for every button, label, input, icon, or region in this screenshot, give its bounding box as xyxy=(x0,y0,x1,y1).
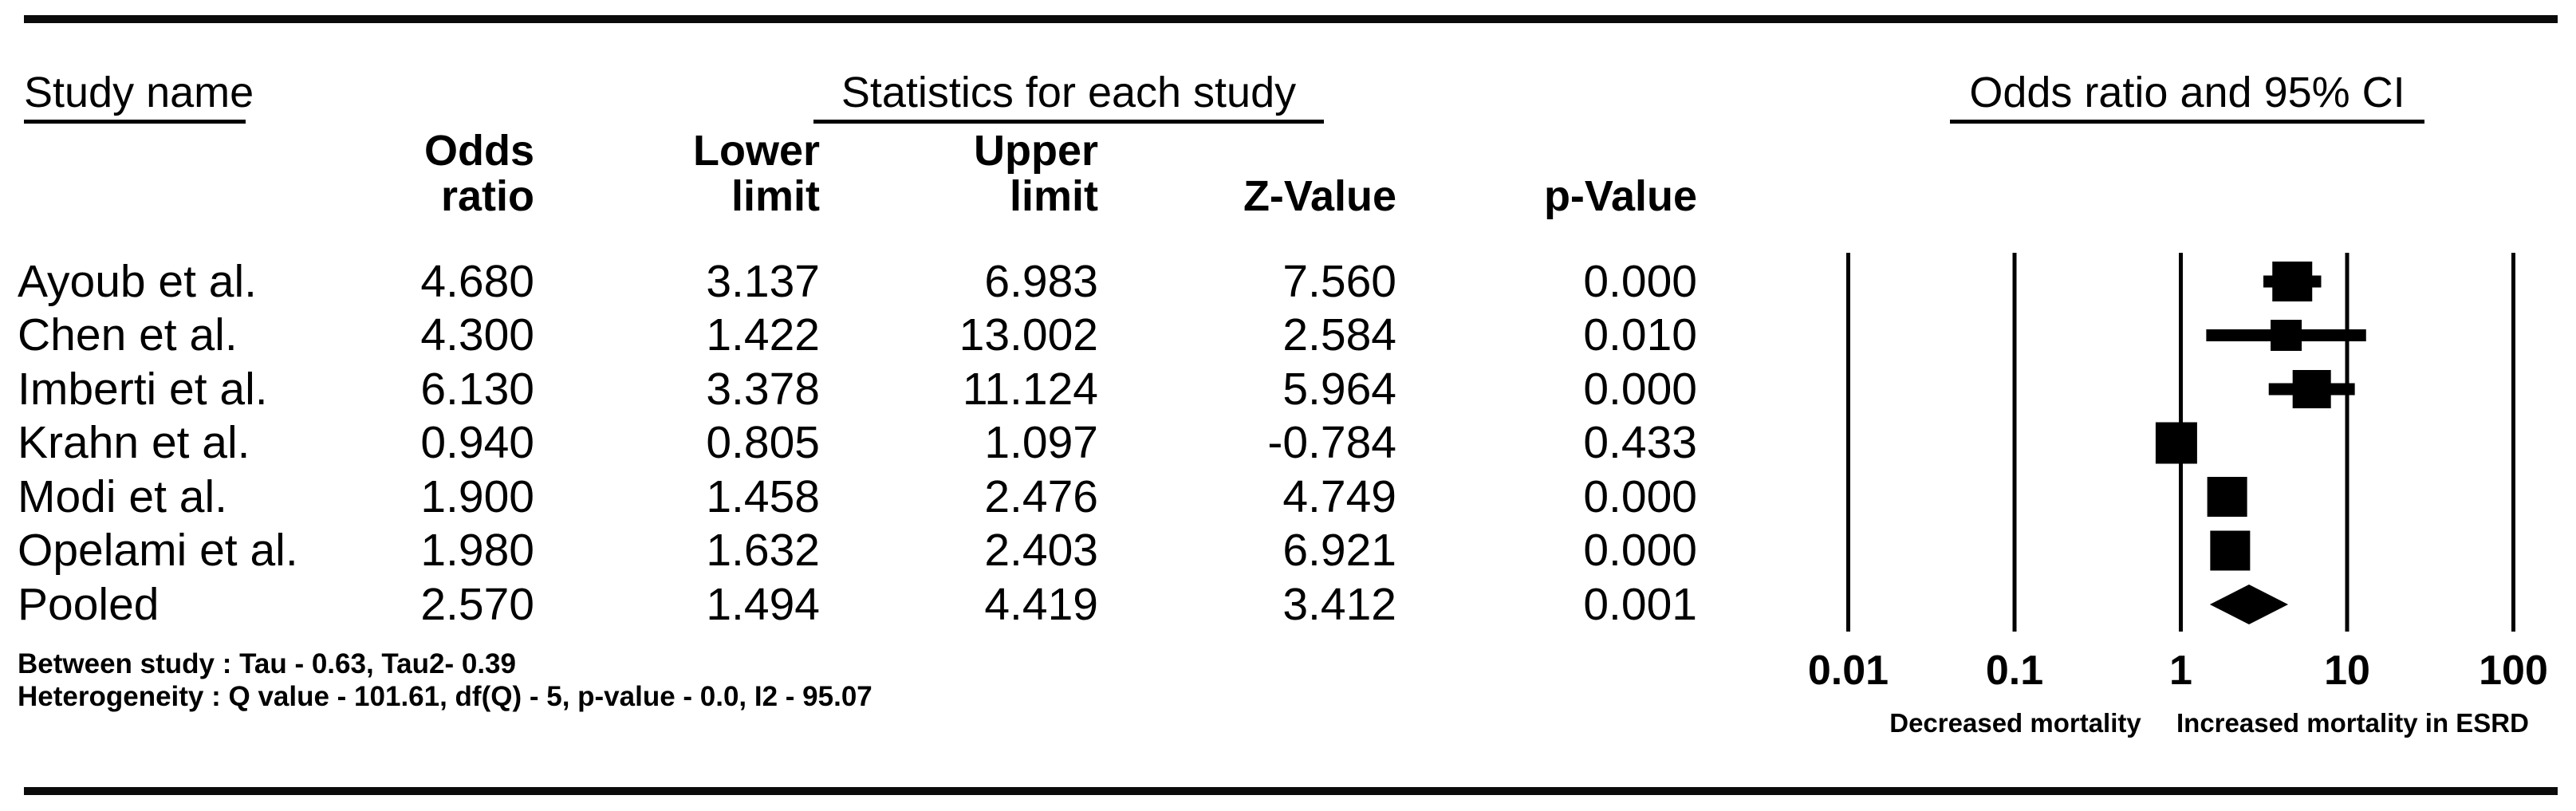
direction-label-left: Decreased mortality xyxy=(1889,708,2141,738)
p-value: 0.000 xyxy=(1583,470,1697,522)
odds-ratio: 6.130 xyxy=(420,363,534,415)
upper-limit: 6.983 xyxy=(984,255,1098,307)
z-value: 3.412 xyxy=(1282,578,1396,630)
direction-label-right: Increased mortality in ESRD xyxy=(2176,708,2529,738)
upper-limit: 4.419 xyxy=(984,578,1098,630)
lower-limit: 1.494 xyxy=(706,578,820,630)
axis-tick-label: 10 xyxy=(2324,648,2370,694)
z-value: 5.964 xyxy=(1282,363,1396,415)
upper-limit: 11.124 xyxy=(962,363,1098,415)
footnotes: Between study : Tau - 0.63, Tau2- 0.39 H… xyxy=(18,648,872,713)
column-header-upper-limit: Upper limit xyxy=(973,127,1098,220)
study-name: Opelami et al. xyxy=(18,525,298,577)
study-marker xyxy=(2271,320,2302,351)
study-name: Imberti et al. xyxy=(18,363,268,415)
lower-limit: 0.805 xyxy=(706,417,820,469)
study-name: Modi et al. xyxy=(18,470,227,522)
statistics-table: Ayoub et al. 4.680 3.137 6.983 7.560 0.0… xyxy=(18,254,1697,632)
table-row: Modi et al. 1.900 1.458 2.476 4.749 0.00… xyxy=(18,470,1697,524)
lower-limit: 3.137 xyxy=(706,255,820,307)
study-name: Chen et al. xyxy=(18,309,238,361)
study-marker xyxy=(2207,477,2247,517)
between-study-note: Between study : Tau - 0.63, Tau2- 0.39 xyxy=(18,648,516,679)
table-row: Chen et al. 4.300 1.422 13.002 2.584 0.0… xyxy=(18,309,1697,363)
p-value: 0.000 xyxy=(1583,255,1697,307)
table-row-pooled: Pooled 2.570 1.494 4.419 3.412 0.001 xyxy=(18,577,1697,632)
odds-ratio: 0.940 xyxy=(420,417,534,469)
upper-limit: 2.403 xyxy=(984,525,1098,577)
column-header-z-value: Z-Value xyxy=(1243,172,1396,220)
axis-gridline xyxy=(1846,253,1850,632)
axis-gridline xyxy=(2511,253,2515,632)
axis-gridline xyxy=(2345,253,2350,632)
study-name-header: Study name xyxy=(24,71,254,124)
odds-ratio: 2.570 xyxy=(420,578,534,630)
z-value: 7.560 xyxy=(1282,255,1396,307)
study-marker xyxy=(2272,262,2313,301)
pooled-diamond xyxy=(2209,585,2289,624)
table-row: Opelami et al. 1.980 1.632 2.403 6.921 0… xyxy=(18,524,1697,578)
p-value: 0.010 xyxy=(1583,309,1697,361)
z-value: 4.749 xyxy=(1282,470,1396,522)
column-header-odds-ratio: Odds ratio xyxy=(423,127,534,220)
axis-gridline xyxy=(2012,253,2017,632)
z-value: 2.584 xyxy=(1282,309,1396,361)
study-name: Ayoub et al. xyxy=(18,255,258,307)
upper-limit: 1.097 xyxy=(984,417,1098,469)
study-marker xyxy=(2292,370,2331,408)
table-row: Imberti et al. 6.130 3.378 11.124 5.964 … xyxy=(18,362,1697,416)
lower-limit: 1.422 xyxy=(706,309,820,361)
study-name: Krahn et al. xyxy=(18,417,250,469)
table-row: Ayoub et al. 4.680 3.137 6.983 7.560 0.0… xyxy=(18,254,1697,309)
table-row: Krahn et al. 0.940 0.805 1.097 -0.784 0.… xyxy=(18,416,1697,470)
column-header-lower-limit: Lower limit xyxy=(692,127,820,220)
p-value: 0.000 xyxy=(1583,525,1697,577)
study-marker xyxy=(2210,530,2251,571)
column-headers: Odds ratio Lower limit Upper limit Z-Val… xyxy=(18,128,1697,219)
bottom-rule xyxy=(24,787,2558,795)
lower-limit: 1.458 xyxy=(706,470,820,522)
p-value: 0.000 xyxy=(1583,363,1697,415)
z-value: -0.784 xyxy=(1267,417,1396,469)
lower-limit: 1.632 xyxy=(706,525,820,577)
odds-ratio: 1.980 xyxy=(420,525,534,577)
z-value: 6.921 xyxy=(1282,525,1396,577)
odds-ratio-ci-header: Odds ratio and 95% CI xyxy=(1950,71,2424,124)
axis-tick-label: 0.1 xyxy=(1986,648,2043,694)
top-rule xyxy=(24,15,2558,23)
upper-limit: 2.476 xyxy=(984,470,1098,522)
heterogeneity-note: Heterogeneity : Q value - 101.61, df(Q) … xyxy=(18,681,872,712)
axis-tick-label: 1 xyxy=(2169,648,2192,694)
p-value: 0.433 xyxy=(1583,417,1697,469)
axis-tick-label: 0.01 xyxy=(1808,648,1889,694)
axis-tick-label: 100 xyxy=(2479,648,2548,694)
odds-ratio: 4.680 xyxy=(420,255,534,307)
upper-limit: 13.002 xyxy=(959,309,1098,361)
statistics-header: Statistics for each study xyxy=(813,71,1324,124)
lower-limit: 3.378 xyxy=(706,363,820,415)
odds-ratio: 1.900 xyxy=(420,470,534,522)
study-marker xyxy=(2155,422,2197,464)
column-header-p-value: p-Value xyxy=(1543,172,1697,220)
study-name: Pooled xyxy=(18,578,160,630)
p-value: 0.001 xyxy=(1583,578,1697,630)
odds-ratio: 4.300 xyxy=(420,309,534,361)
forest-plot-svg: 0.01 0.1 1 10 100 Decreased mortality Increase… xyxy=(1808,253,2548,738)
